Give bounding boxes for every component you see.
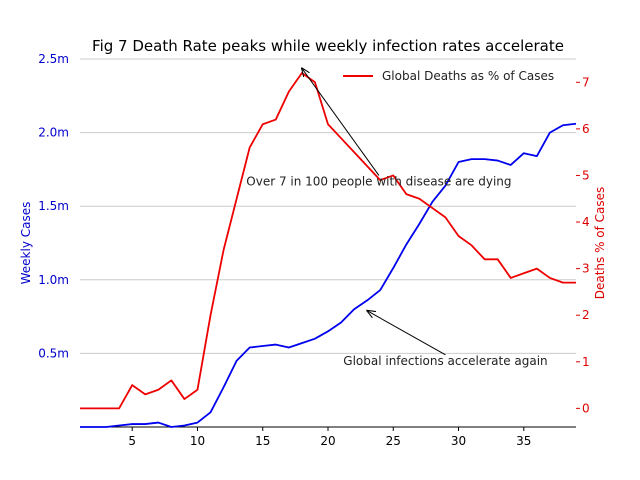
x-tick-label: 30: [451, 434, 466, 448]
grid: [80, 58, 576, 354]
x-tick-label: 5: [128, 434, 136, 448]
annotation-arrow: [302, 68, 380, 176]
right-tick-label: 1: [582, 355, 590, 369]
annotation-arrow: [367, 311, 446, 356]
right-tick-label: 4: [582, 215, 590, 229]
chart-title: Fig 7 Death Rate peaks while weekly infe…: [92, 37, 564, 55]
left-tick-label: 0.5m: [38, 346, 69, 360]
series-lines: [80, 72, 577, 428]
annotation-text: Over 7 in 100 people with disease are dy…: [246, 174, 511, 188]
annotation-text: Global infections accelerate again: [343, 354, 547, 368]
deaths-percent-line: [80, 72, 576, 410]
right-axis-label: Deaths % of Cases: [593, 187, 607, 300]
right-tick-label: 6: [582, 122, 590, 136]
right-tick-label: 3: [582, 262, 590, 276]
right-tick-label: 2: [582, 308, 590, 322]
left-axis-ticks: 0.5m 1.0m 1.5m 2.0m 2.5m: [38, 52, 69, 360]
left-axis-label: Weekly Cases: [19, 202, 33, 285]
left-tick-label: 2.0m: [38, 126, 69, 140]
x-tick-label: 35: [516, 434, 531, 448]
right-tick-label: 7: [582, 75, 590, 89]
left-tick-label: 1.0m: [38, 273, 69, 287]
x-tick-label: 20: [320, 434, 335, 448]
right-tick-label: 5: [582, 168, 590, 182]
left-tick-label: 2.5m: [38, 52, 69, 66]
x-tick-label: 25: [386, 434, 401, 448]
legend-label: Global Deaths as % of Cases: [382, 69, 554, 83]
right-tick-label: 0: [582, 401, 590, 415]
x-tick-label: 15: [255, 434, 270, 448]
annotations: Over 7 in 100 people with disease are dy…: [246, 68, 548, 368]
legend: Global Deaths as % of Cases: [343, 69, 554, 83]
right-axis-ticks: 0 1 2 3 4 5 6 7: [576, 75, 590, 415]
weekly-cases-line: [80, 122, 577, 428]
x-tick-label: 10: [190, 434, 205, 448]
x-axis-ticks: 5 10 15 20 25 30 35: [128, 427, 531, 448]
left-tick-label: 1.5m: [38, 199, 69, 213]
